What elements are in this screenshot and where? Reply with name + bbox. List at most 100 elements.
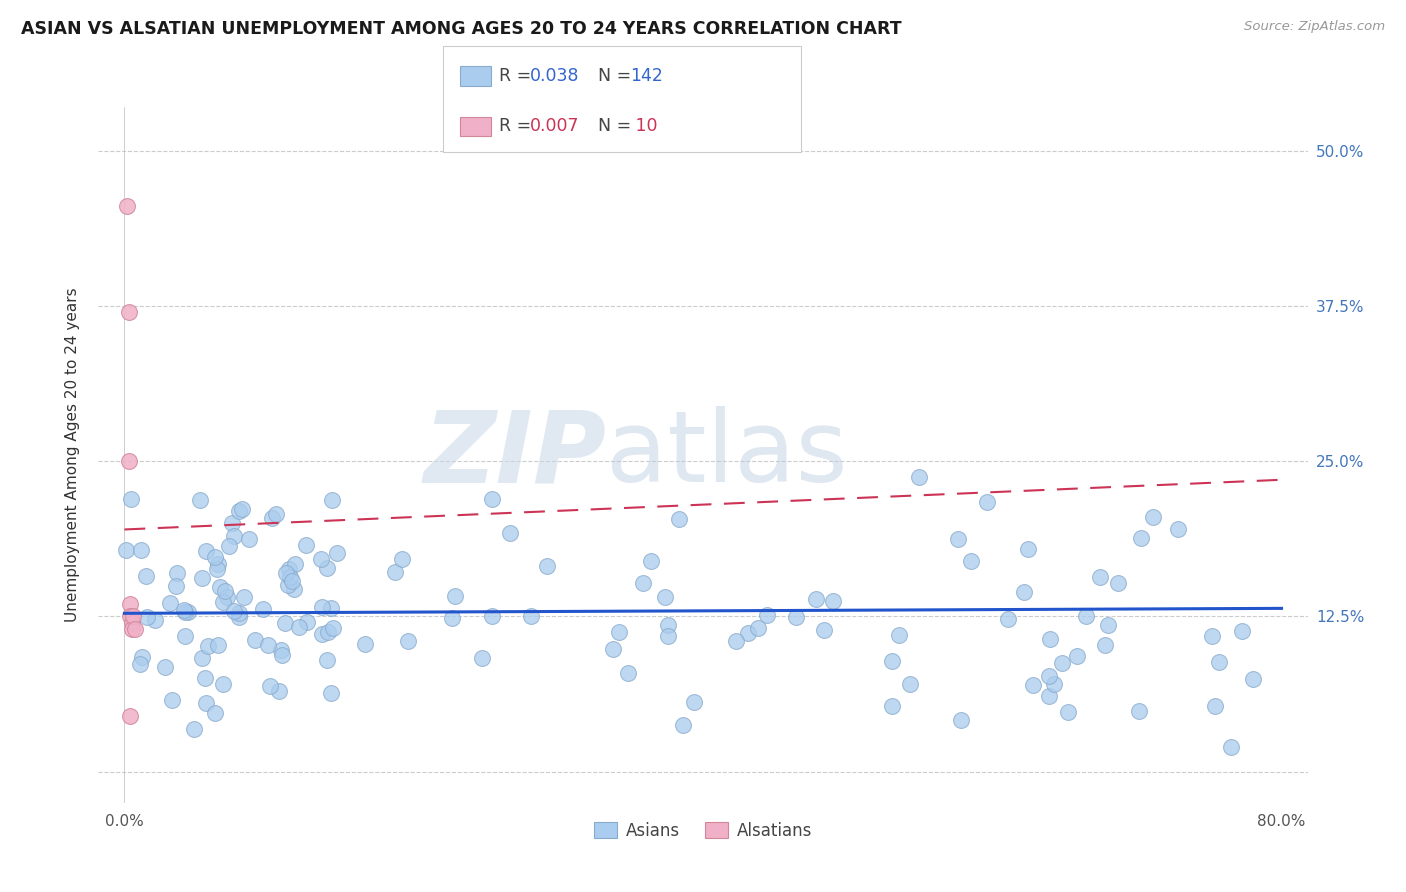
- Text: atlas: atlas: [606, 407, 848, 503]
- Point: [654, 590, 676, 604]
- Point: [311, 600, 333, 615]
- Point: [277, 562, 299, 576]
- Point: [197, 639, 219, 653]
- Point: [607, 624, 630, 639]
- Point: [315, 560, 337, 574]
- Point: [256, 638, 278, 652]
- Point: [135, 569, 157, 583]
- Point: [1090, 569, 1112, 583]
- Point: [117, 199, 139, 213]
- Text: N =: N =: [598, 67, 637, 85]
- Point: [1241, 673, 1264, 687]
- Point: [1204, 698, 1226, 713]
- Point: [1056, 705, 1078, 719]
- Point: [1167, 523, 1189, 537]
- Point: [252, 601, 274, 615]
- Text: R =: R =: [499, 67, 537, 85]
- Point: [481, 492, 503, 507]
- Point: [737, 625, 759, 640]
- Point: [274, 616, 297, 631]
- Point: [191, 650, 214, 665]
- Point: [471, 651, 494, 665]
- Point: [316, 653, 339, 667]
- Point: [120, 609, 142, 624]
- Point: [1230, 624, 1253, 638]
- Point: [319, 601, 342, 615]
- Point: [976, 495, 998, 509]
- Point: [616, 666, 638, 681]
- Point: [277, 577, 299, 591]
- Point: [1142, 510, 1164, 524]
- Point: [288, 620, 311, 634]
- Point: [898, 676, 921, 690]
- Point: [880, 698, 903, 713]
- Point: [121, 615, 143, 630]
- Text: ZIP: ZIP: [423, 407, 606, 503]
- Point: [173, 603, 195, 617]
- Point: [120, 708, 142, 723]
- Point: [212, 677, 235, 691]
- Point: [259, 679, 281, 693]
- Point: [194, 696, 217, 710]
- Point: [1201, 629, 1223, 643]
- Point: [165, 579, 187, 593]
- Point: [233, 591, 256, 605]
- Point: [136, 610, 159, 624]
- Point: [221, 516, 243, 531]
- Point: [191, 571, 214, 585]
- Point: [322, 621, 344, 635]
- Point: [278, 570, 301, 584]
- Point: [785, 610, 807, 624]
- Point: [640, 554, 662, 568]
- Point: [353, 638, 375, 652]
- Point: [218, 539, 240, 553]
- Point: [295, 615, 318, 629]
- Point: [131, 542, 153, 557]
- Point: [205, 562, 228, 576]
- Point: [120, 491, 142, 506]
- Point: [384, 566, 406, 580]
- Point: [948, 532, 970, 546]
- Point: [121, 622, 143, 636]
- Point: [321, 686, 343, 700]
- Point: [396, 634, 419, 648]
- Point: [908, 470, 931, 484]
- Point: [316, 625, 339, 640]
- Text: 142: 142: [630, 67, 662, 85]
- Text: 0.007: 0.007: [530, 118, 579, 136]
- Point: [756, 607, 779, 622]
- Point: [228, 606, 250, 620]
- Point: [311, 627, 333, 641]
- Point: [124, 622, 146, 636]
- Point: [657, 629, 679, 643]
- Point: [222, 604, 245, 618]
- Point: [118, 454, 141, 468]
- Point: [238, 533, 260, 547]
- Point: [204, 706, 226, 721]
- Point: [1128, 704, 1150, 718]
- Point: [671, 718, 693, 732]
- Point: [823, 594, 845, 608]
- Point: [813, 623, 835, 637]
- Point: [284, 558, 307, 572]
- Point: [209, 580, 232, 594]
- Point: [683, 695, 706, 709]
- Point: [657, 618, 679, 632]
- Point: [1129, 531, 1152, 545]
- Point: [129, 657, 152, 671]
- Point: [997, 612, 1019, 626]
- Point: [270, 642, 292, 657]
- Point: [174, 630, 197, 644]
- Point: [444, 589, 467, 603]
- Point: [1038, 689, 1060, 703]
- Point: [804, 591, 827, 606]
- Point: [166, 566, 188, 580]
- Point: [228, 610, 250, 624]
- Point: [264, 508, 287, 522]
- Point: [122, 609, 145, 624]
- Point: [207, 558, 229, 572]
- Point: [262, 511, 284, 525]
- Legend: Asians, Alsatians: Asians, Alsatians: [588, 815, 818, 847]
- Point: [118, 305, 141, 319]
- Point: [481, 608, 503, 623]
